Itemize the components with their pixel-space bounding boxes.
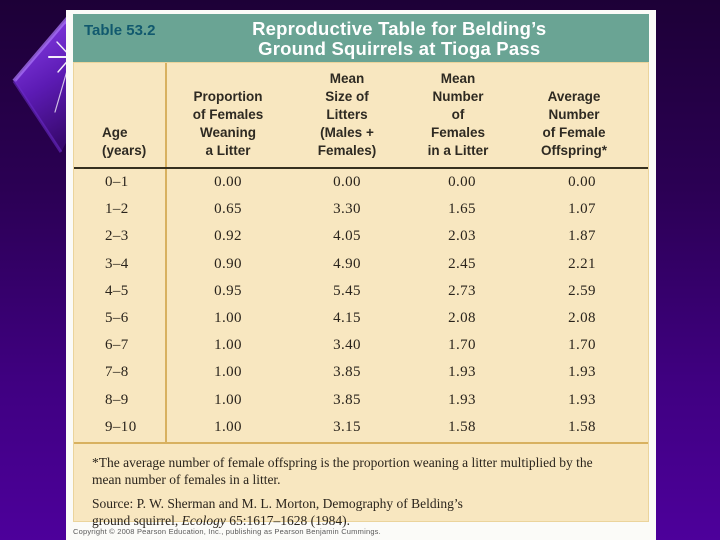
- cell-females: 2.08: [448, 310, 476, 327]
- cell-litter-size: 4.15: [333, 310, 361, 327]
- table-number-label: Table 53.2: [84, 22, 156, 39]
- cell-litter-size: 4.05: [333, 228, 361, 245]
- cell-offspring: 2.21: [568, 255, 596, 272]
- figure-title: Reproductive Table for Belding’s Ground …: [252, 18, 547, 59]
- cell-proportion: 0.90: [214, 255, 242, 272]
- cell-offspring: 2.08: [568, 310, 596, 327]
- cell-litter-size: 3.40: [333, 337, 361, 354]
- table-footnotes: *The average number of female offspring …: [74, 444, 645, 536]
- cell-litter-size: 4.90: [333, 255, 361, 272]
- cell-litter-size: 3.30: [333, 201, 361, 218]
- table-row: 2–3 0.92 4.05 2.03 1.87: [74, 223, 645, 250]
- source-prefix: Source: P. W. Sherman and M. L. Morton, …: [92, 496, 463, 528]
- table-row: 6–7 1.00 3.40 1.70 1.70: [74, 332, 645, 359]
- table-row: 9–10 1.00 3.15 1.58 1.58: [74, 414, 645, 441]
- cell-litter-size: 0.00: [333, 174, 361, 191]
- cell-females: 1.93: [448, 364, 476, 381]
- cell-proportion: 1.00: [214, 310, 242, 327]
- cell-age: 4–5: [105, 282, 129, 299]
- cell-proportion: 0.95: [214, 282, 242, 299]
- footer-rule: [74, 442, 648, 444]
- cell-litter-size: 5.45: [333, 282, 361, 299]
- cell-females: 0.00: [448, 174, 476, 191]
- column-header-proportion: Proportion of Females Weaning a Litter: [192, 89, 264, 158]
- cell-proportion: 0.00: [214, 174, 242, 191]
- cell-offspring: 1.07: [568, 201, 596, 218]
- cell-age: 2–3: [105, 228, 129, 245]
- cell-offspring: 1.93: [568, 391, 596, 408]
- cell-females: 1.58: [448, 418, 476, 435]
- header-rule: [74, 167, 648, 169]
- cell-proportion: 0.92: [214, 228, 242, 245]
- cell-offspring: 1.58: [568, 418, 596, 435]
- cell-offspring: 1.87: [568, 228, 596, 245]
- cell-females: 2.73: [448, 282, 476, 299]
- copyright-notice: Copyright © 2008 Pearson Education, Inc.…: [73, 527, 381, 536]
- table-body: 0–1 0.00 0.00 0.00 0.00 1–2 0.65 3.30 1.…: [74, 169, 645, 441]
- table-row: 3–4 0.90 4.90 2.45 2.21: [74, 251, 645, 278]
- column-header-age: Age (years): [102, 125, 147, 158]
- footnote-text: *The average number of female offspring …: [92, 455, 593, 487]
- cell-females: 1.93: [448, 391, 476, 408]
- table-row: 7–8 1.00 3.85 1.93 1.93: [74, 359, 645, 386]
- cell-proportion: 1.00: [214, 364, 242, 381]
- cell-offspring: 0.00: [568, 174, 596, 191]
- age-column-divider: [165, 63, 167, 442]
- cell-proportion: 1.00: [214, 391, 242, 408]
- cell-litter-size: 3.85: [333, 391, 361, 408]
- reproductive-table: Age (years) Proportion of Females Weanin…: [73, 62, 649, 528]
- cell-offspring: 2.59: [568, 282, 596, 299]
- cell-litter-size: 3.15: [333, 418, 361, 435]
- cell-females: 1.70: [448, 337, 476, 354]
- table-row: 0–1 0.00 0.00 0.00 0.00: [74, 169, 645, 196]
- cell-age: 8–9: [105, 391, 129, 408]
- source-journal: Ecology: [181, 513, 226, 528]
- table-header-row: Age (years) Proportion of Females Weanin…: [74, 63, 645, 167]
- cell-age: 9–10: [105, 418, 137, 435]
- column-header-litter-size: Mean Size of Litters (Males + Females): [317, 71, 377, 158]
- cell-offspring: 1.70: [568, 337, 596, 354]
- cell-females: 2.03: [448, 228, 476, 245]
- table-row: 8–9 1.00 3.85 1.93 1.93: [74, 387, 645, 414]
- cell-proportion: 1.00: [214, 418, 242, 435]
- table-row: 5–6 1.00 4.15 2.08 2.08: [74, 305, 645, 332]
- cell-proportion: 1.00: [214, 337, 242, 354]
- cell-age: 3–4: [105, 255, 129, 272]
- cell-age: 6–7: [105, 337, 129, 354]
- cell-age: 5–6: [105, 310, 129, 327]
- cell-age: 0–1: [105, 174, 129, 191]
- table-row: 4–5 0.95 5.45 2.73 2.59: [74, 278, 645, 305]
- cell-offspring: 1.93: [568, 364, 596, 381]
- table-figure-panel: Table 53.2 Reproductive Table for Beldin…: [66, 10, 656, 540]
- column-header-females: Mean Number of Females in a Litter: [427, 71, 489, 158]
- cell-proportion: 0.65: [214, 201, 242, 218]
- table-row: 1–2 0.65 3.30 1.65 1.07: [74, 196, 645, 223]
- source-suffix: 65:1617–1628 (1984).: [225, 513, 350, 528]
- cell-females: 2.45: [448, 255, 476, 272]
- column-header-offspring: Average Number of Female Offspring*: [541, 89, 607, 158]
- figure-header: Table 53.2 Reproductive Table for Beldin…: [73, 14, 649, 62]
- cell-age: 7–8: [105, 364, 129, 381]
- source-citation: Source: P. W. Sherman and M. L. Morton, …: [92, 495, 619, 529]
- cell-age: 1–2: [105, 201, 129, 218]
- cell-litter-size: 3.85: [333, 364, 361, 381]
- cell-females: 1.65: [448, 201, 476, 218]
